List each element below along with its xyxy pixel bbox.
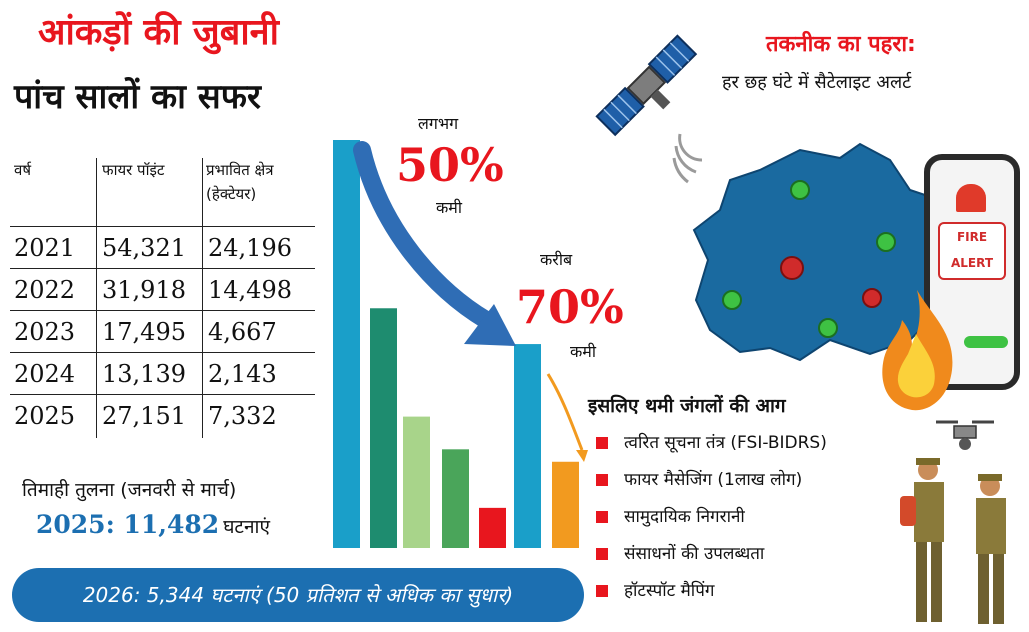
list-item: सामुदायिक निगरानी: [596, 502, 827, 539]
cell-area: 4,667: [208, 318, 277, 346]
cell-fire-points: 13,139: [102, 360, 186, 388]
decline-arrow-blue-head: [464, 304, 516, 346]
cell-fire-points: 27,151: [102, 402, 186, 430]
decline-arrow-orange: [546, 373, 584, 451]
annotation-decrease-label: कमी: [570, 342, 597, 361]
table-header: वर्ष फायर पॉइंट प्रभावित क्षेत्र (हेक्टे…: [10, 158, 315, 226]
forest-guard-figures: [900, 458, 1006, 624]
list-item: त्वरित सूचना तंत्र (FSI-BIDRS): [596, 428, 827, 465]
bar-0: [333, 140, 360, 548]
state-map: [692, 142, 948, 362]
bar-4: [479, 507, 506, 548]
satellite-icon: [595, 34, 698, 137]
table-row: 2021 54,321 24,196: [10, 226, 315, 268]
data-table: वर्ष फायर पॉइंट प्रभावित क्षेत्र (हेक्टे…: [10, 158, 315, 438]
fire-alert-box: FIRE ALERT: [938, 222, 1006, 280]
quarterly-label: तिमाही तुलना (जनवरी से मार्च): [22, 479, 237, 501]
guard-left: [900, 458, 944, 622]
cell-year: 2022: [14, 276, 76, 304]
annotation-decrease-label: कमी: [436, 198, 463, 217]
cell-area: 2,143: [208, 360, 277, 388]
signal-waves-icon: [672, 133, 703, 184]
red-map-pins: [780, 256, 882, 308]
bar-2: [403, 416, 430, 548]
cell-year: 2023: [14, 318, 76, 346]
bar-6: [552, 461, 579, 548]
green-map-pins: [722, 180, 896, 338]
siren-icon: [956, 184, 986, 212]
bars-group: [333, 140, 579, 548]
title-line1: आंकड़ों की जुबानी: [38, 12, 279, 53]
table-row: 2023 17,495 4,667: [10, 310, 315, 352]
table-divider: [202, 158, 203, 438]
guard-right: [976, 474, 1006, 624]
decline-arrow-blue: [353, 141, 495, 329]
header-year: वर्ष: [14, 161, 32, 179]
reasons-title: इसलिए थमी जंगलों की आग: [588, 395, 786, 417]
table-divider: [96, 158, 97, 438]
table-row: 2024 13,139 2,143: [10, 352, 315, 394]
fire-alert-text-1: FIRE: [956, 230, 988, 244]
quarterly-number: 2025: 11,482: [36, 510, 220, 539]
cell-year: 2024: [14, 360, 76, 388]
annotation-approx-label: लगभग: [418, 114, 459, 133]
annotation-50-percent: 50%: [396, 138, 504, 192]
cell-year: 2021: [14, 234, 76, 262]
cell-area: 14,498: [208, 276, 292, 304]
header-fire-points: फायर पॉइंट: [102, 161, 165, 179]
reasons-list: त्वरित सूचना तंत्र (FSI-BIDRS) फायर मैसे…: [596, 428, 827, 613]
list-item: फायर मैसेजिंग (1लाख लोग): [596, 465, 827, 502]
bar-chart: [333, 140, 588, 548]
tech-title: तकनीक का पहरा:: [766, 32, 916, 57]
fire-alert-text-2: ALERT: [950, 256, 994, 270]
bar-5: [514, 344, 541, 548]
decline-arrow-orange-head: [576, 450, 588, 462]
bar-1: [370, 308, 397, 548]
quarterly-suffix: घटनाएं: [223, 516, 270, 538]
table-row: 2025 27,151 7,332: [10, 394, 315, 436]
alert-button-green: [964, 336, 1008, 348]
bar-3: [442, 449, 469, 548]
drone-icon: [936, 420, 994, 450]
tech-subtitle: हर छह घंटे में सैटेलाइट अलर्ट: [722, 72, 912, 93]
title-line2: पांच सालों का सफर: [14, 77, 261, 117]
list-item: संसाधनों की उपलब्धता: [596, 539, 827, 576]
list-item: हॉटस्पॉट मैपिंग: [596, 576, 827, 613]
cell-fire-points: 17,495: [102, 318, 186, 346]
annotation-about-label: करीब: [540, 250, 573, 269]
cell-year: 2025: [14, 402, 76, 430]
fire-icon: [882, 290, 953, 411]
cell-fire-points: 54,321: [102, 234, 186, 262]
cell-fire-points: 31,918: [102, 276, 186, 304]
annotation-70-percent: 70%: [516, 280, 624, 334]
cell-area: 7,332: [208, 402, 277, 430]
header-affected-area: प्रभावित क्षेत्र (हेक्टेयर): [206, 161, 274, 203]
table-row: 2022 31,918 14,498: [10, 268, 315, 310]
banner-2026: 2026: 5,344 घटनाएं (50 प्रतिशत से अधिक क…: [12, 568, 584, 622]
cell-area: 24,196: [208, 234, 292, 262]
quarterly-value: 2025: 11,482 घटनाएं: [36, 510, 270, 539]
